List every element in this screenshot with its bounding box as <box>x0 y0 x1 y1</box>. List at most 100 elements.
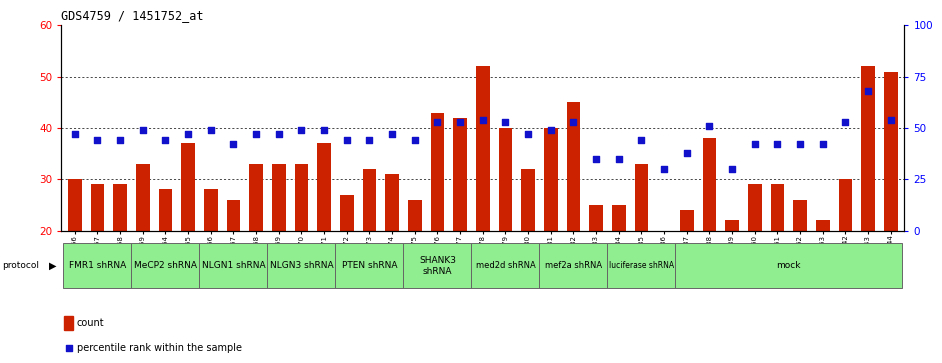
Text: protocol: protocol <box>2 261 39 270</box>
Point <box>815 142 830 147</box>
FancyBboxPatch shape <box>471 243 540 289</box>
Point <box>203 127 219 133</box>
Text: mef2a shRNA: mef2a shRNA <box>544 261 602 270</box>
Point <box>770 142 785 147</box>
Text: GDS4759 / 1451752_at: GDS4759 / 1451752_at <box>61 9 203 22</box>
Point <box>611 156 626 162</box>
Bar <box>771 184 784 231</box>
Bar <box>838 179 853 231</box>
Bar <box>272 164 285 231</box>
Text: NLGN3 shRNA: NLGN3 shRNA <box>269 261 333 270</box>
Point <box>724 166 739 172</box>
Bar <box>295 164 308 231</box>
Bar <box>680 210 693 231</box>
Point <box>181 131 196 137</box>
Bar <box>64 316 73 330</box>
FancyBboxPatch shape <box>540 243 608 289</box>
Bar <box>476 66 490 231</box>
Point <box>452 119 467 125</box>
Point <box>837 119 853 125</box>
FancyBboxPatch shape <box>335 243 403 289</box>
Bar <box>250 164 263 231</box>
Point <box>679 150 694 155</box>
Point <box>747 142 762 147</box>
Point <box>498 119 513 125</box>
Bar <box>498 128 512 231</box>
Bar <box>158 189 172 231</box>
Bar <box>227 200 240 231</box>
Bar <box>204 189 218 231</box>
Point <box>430 119 445 125</box>
Point <box>475 117 490 123</box>
FancyBboxPatch shape <box>200 243 268 289</box>
Bar <box>816 220 830 231</box>
Text: PTEN shRNA: PTEN shRNA <box>342 261 398 270</box>
Bar <box>453 118 467 231</box>
Bar <box>363 169 376 231</box>
Text: FMR1 shRNA: FMR1 shRNA <box>69 261 126 270</box>
Text: ▶: ▶ <box>49 261 57 271</box>
Bar <box>793 200 807 231</box>
Point <box>407 137 422 143</box>
Bar <box>385 174 398 231</box>
Point <box>158 137 173 143</box>
Point <box>589 156 604 162</box>
Bar <box>567 102 580 231</box>
Point <box>136 127 151 133</box>
Text: mock: mock <box>776 261 801 270</box>
Bar <box>590 205 603 231</box>
Bar <box>861 66 875 231</box>
Bar <box>612 205 625 231</box>
Point <box>294 127 309 133</box>
Bar <box>884 72 898 231</box>
Bar <box>748 184 761 231</box>
Point <box>226 142 241 147</box>
Text: NLGN1 shRNA: NLGN1 shRNA <box>202 261 266 270</box>
Text: med2d shRNA: med2d shRNA <box>476 261 535 270</box>
Bar <box>725 220 739 231</box>
Bar <box>90 184 105 231</box>
Bar <box>521 169 535 231</box>
Bar <box>113 184 127 231</box>
FancyBboxPatch shape <box>675 243 902 289</box>
Point <box>249 131 264 137</box>
Point <box>339 137 354 143</box>
Point <box>89 137 105 143</box>
Bar <box>703 138 716 231</box>
Point <box>384 131 399 137</box>
Bar <box>430 113 445 231</box>
Point <box>884 117 899 123</box>
Point <box>317 127 332 133</box>
Point <box>67 131 82 137</box>
Bar <box>635 164 648 231</box>
FancyBboxPatch shape <box>63 243 132 289</box>
Point <box>702 123 717 129</box>
Point <box>113 137 128 143</box>
Point <box>362 137 377 143</box>
Bar <box>544 128 558 231</box>
Text: SHANK3
shRNA: SHANK3 shRNA <box>419 256 456 276</box>
FancyBboxPatch shape <box>403 243 471 289</box>
Point <box>521 131 536 137</box>
Text: count: count <box>77 318 105 328</box>
FancyBboxPatch shape <box>268 243 335 289</box>
Bar <box>340 195 353 231</box>
Bar <box>136 164 150 231</box>
Text: luciferase shRNA: luciferase shRNA <box>609 261 674 270</box>
Bar <box>317 143 331 231</box>
Bar <box>408 200 422 231</box>
Point <box>634 137 649 143</box>
Point <box>544 127 559 133</box>
Text: percentile rank within the sample: percentile rank within the sample <box>77 343 242 352</box>
Point <box>861 88 876 94</box>
Point <box>792 142 807 147</box>
Point <box>566 119 581 125</box>
Point <box>271 131 286 137</box>
FancyBboxPatch shape <box>608 243 675 289</box>
Bar <box>68 179 82 231</box>
Text: MeCP2 shRNA: MeCP2 shRNA <box>134 261 197 270</box>
Point <box>311 226 326 232</box>
FancyBboxPatch shape <box>132 243 200 289</box>
Bar <box>182 143 195 231</box>
Point <box>657 166 672 172</box>
